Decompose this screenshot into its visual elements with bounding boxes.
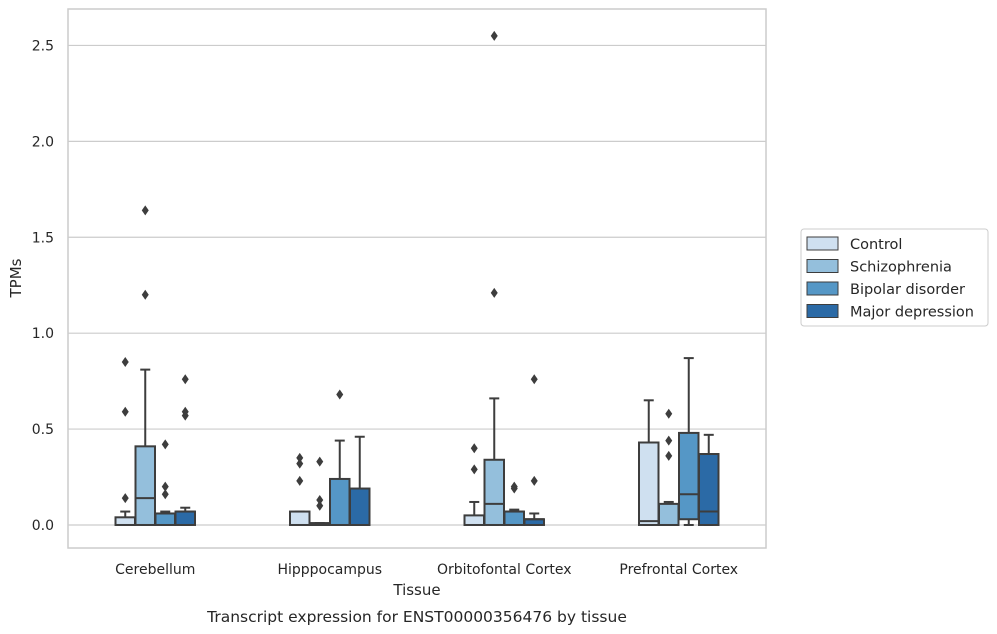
legend-label: Major depression <box>850 305 974 321</box>
y-axis-title: TPMs <box>7 258 25 298</box>
chart-caption: Transcript expression for ENST0000035647… <box>206 608 627 626</box>
x-tick-label: Cerebellum <box>115 562 195 578</box>
x-tick-label: Prefrontal Cortex <box>619 562 738 578</box>
box-rect <box>174 510 196 526</box>
plot-frame <box>67 8 767 549</box>
box-0-1 <box>134 205 156 526</box>
y-tick-label: 0.0 <box>32 518 54 534</box>
legend-swatch <box>806 304 839 318</box>
box-2-1 <box>483 30 505 526</box>
box-0-3 <box>174 374 196 526</box>
outlier-point <box>161 489 169 500</box>
outlier-point <box>316 500 324 511</box>
boxes <box>114 30 720 526</box>
legend-label: Bipolar disorder <box>850 282 965 298</box>
outlier-point <box>530 374 538 385</box>
box-1-3 <box>349 435 371 526</box>
box-1-0 <box>289 452 311 526</box>
outlier-point <box>121 356 129 367</box>
outlier-point <box>141 205 149 216</box>
outlier-point <box>161 439 169 450</box>
y-tick-label: 1.0 <box>32 326 54 342</box>
box-3-1 <box>658 408 680 526</box>
box-rect <box>698 453 720 526</box>
x-axis-title: Tissue <box>392 581 440 599</box>
outlier-point <box>470 443 478 454</box>
box-3-0 <box>638 399 660 526</box>
outlier-point <box>530 475 538 486</box>
outlier-point <box>665 450 673 461</box>
outlier-point <box>161 481 169 492</box>
box-3-3 <box>698 433 720 526</box>
outlier-point <box>490 287 498 298</box>
legend-label: Schizophrenia <box>850 260 952 276</box>
outlier-point <box>121 406 129 417</box>
gridlines <box>68 44 766 526</box>
box-2-2 <box>503 481 525 526</box>
legend-swatch <box>806 236 839 251</box>
outlier-point <box>510 481 518 492</box>
box-rect <box>678 431 700 521</box>
box-rect <box>483 458 505 526</box>
box-rect <box>658 502 680 526</box>
box-2-0 <box>463 443 485 526</box>
outlier-point <box>336 389 344 400</box>
y-axis-ticks: 0.0 0.5 1.0 1.5 2.0 2.5 <box>32 38 54 534</box>
box-1-1 <box>309 456 331 526</box>
x-axis-ticks: Cerebellum Hipppocampus Orbitofontal Corte… <box>115 562 738 578</box>
outlier-point <box>141 289 149 300</box>
legend: Control Schizophrenia Bipolar disorder Majo… <box>800 228 989 327</box>
box-2-3 <box>523 374 545 526</box>
y-tick-label: 2.5 <box>32 38 54 54</box>
y-tick-label: 0.5 <box>32 422 54 438</box>
outlier-point <box>316 495 324 506</box>
box-1-2 <box>329 389 351 526</box>
x-tick-label: Orbitofontal Cortex <box>437 562 572 578</box>
box-rect <box>638 441 660 526</box>
box-rect <box>349 487 371 526</box>
outlier-point <box>296 475 304 486</box>
box-3-2 <box>678 357 700 526</box>
box-rect <box>329 477 351 526</box>
x-tick-label: Hipppocampus <box>277 562 382 578</box>
box-rect <box>503 510 525 526</box>
legend-swatch <box>806 259 839 273</box>
outlier-point <box>490 30 498 41</box>
y-tick-label: 1.5 <box>32 230 54 246</box>
outlier-point <box>665 408 673 419</box>
box-rect <box>289 510 311 526</box>
box-rect <box>114 516 136 526</box>
y-tick-label: 2.0 <box>32 134 54 150</box>
outlier-point <box>121 493 129 504</box>
legend-swatch <box>806 281 839 296</box>
legend-frame <box>800 228 989 327</box>
outlier-point <box>181 406 189 417</box>
box-rect <box>154 512 176 526</box>
legend-label: Control <box>850 237 902 253</box>
box-rect <box>463 514 485 526</box>
outlier-point <box>181 374 189 385</box>
outlier-point <box>296 452 304 463</box>
outlier-point <box>296 458 304 469</box>
box-0-2 <box>154 439 176 526</box>
outlier-point <box>665 435 673 446</box>
outlier-point <box>316 456 324 467</box>
box-rect <box>134 445 156 526</box>
outlier-point <box>470 464 478 475</box>
box-0-0 <box>114 356 136 526</box>
